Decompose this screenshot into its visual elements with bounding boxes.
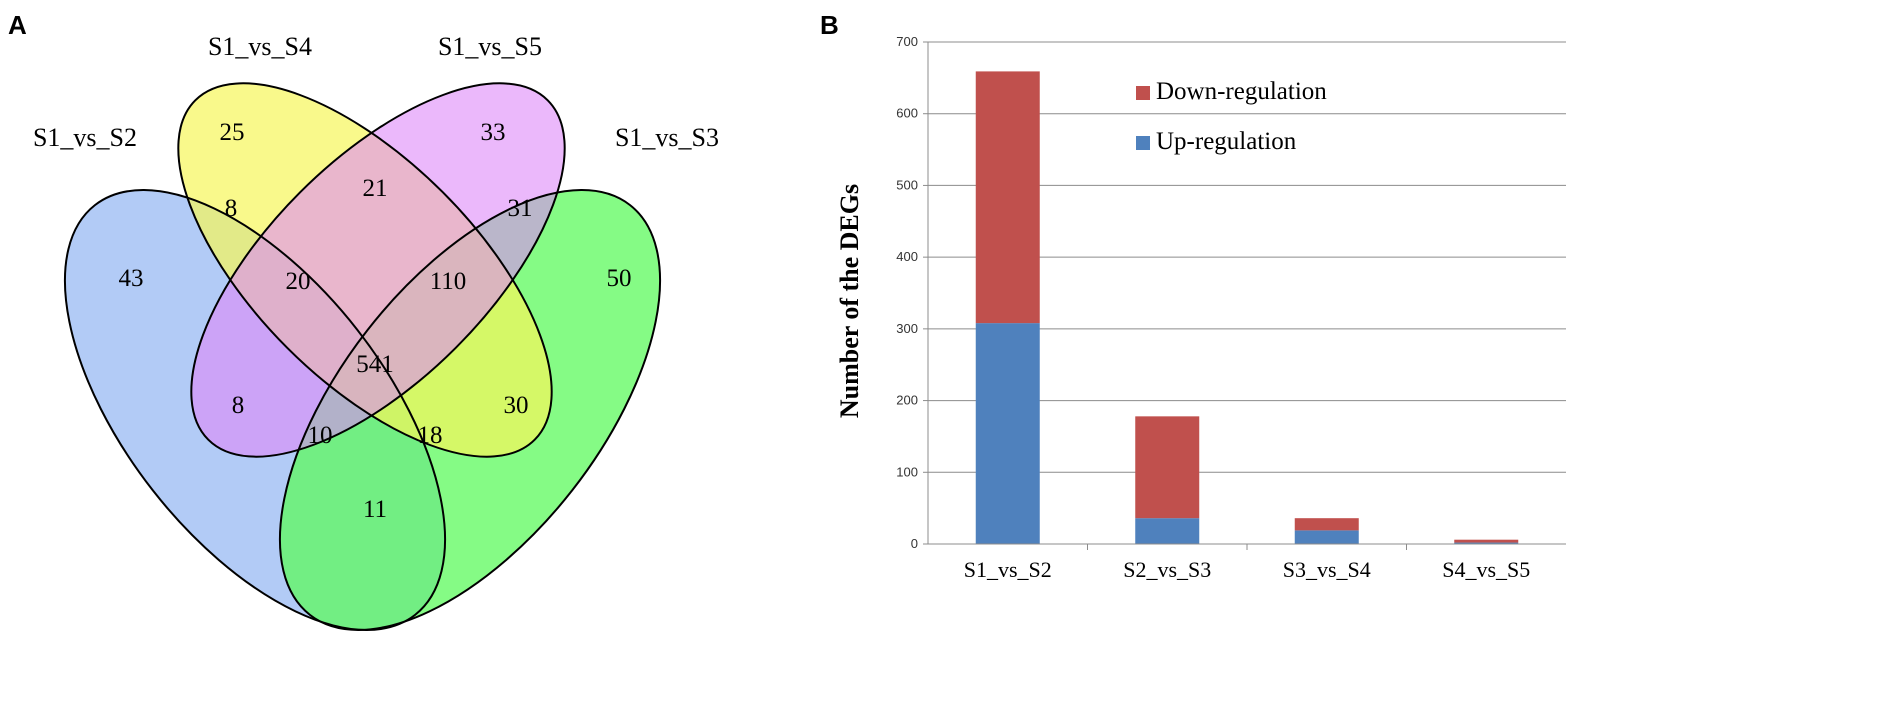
legend-label-down-regulation: Down-regulation — [1156, 78, 1327, 105]
panel-a-letter: A — [8, 10, 27, 40]
x-tick-label: S3_vs_S4 — [1283, 557, 1371, 582]
venn-count-only-s3: 50 — [607, 265, 632, 292]
venn-count-s4-s5-s3: 110 — [430, 268, 467, 295]
y-tick-label: 200 — [896, 393, 918, 408]
venn-count-s4-s5: 21 — [363, 175, 388, 202]
y-tick-label: 300 — [896, 321, 918, 336]
venn-set-s3-outline — [278, 189, 662, 631]
bars — [975, 71, 1519, 544]
venn-count-s2-s4-s5: 20 — [286, 268, 311, 295]
x-tick-label: S2_vs_S3 — [1123, 557, 1211, 582]
venn-count-s5-s3: 31 — [508, 195, 533, 222]
venn-label-s1-vs-s5: S1_vs_S5 — [438, 32, 542, 61]
venn-count-s2-s5: 8 — [232, 392, 245, 419]
bar-down-regulation-s3-vs-s4 — [1294, 518, 1359, 531]
venn-label-s1-vs-s3: S1_vs_S3 — [615, 123, 719, 152]
venn-label-s1-vs-s4: S1_vs_S4 — [208, 32, 312, 61]
venn-count-s4-s3: 30 — [504, 392, 529, 419]
y-tick-label: 500 — [896, 177, 918, 192]
legend-label-up-regulation: Up-regulation — [1156, 128, 1297, 155]
venn-set-s4-outline — [177, 82, 553, 458]
y-axis-title: Number of the DEGs — [835, 184, 864, 418]
venn-set-s5-outline — [190, 82, 566, 458]
y-tick-label: 400 — [896, 249, 918, 264]
y-tick-label: 0 — [911, 536, 918, 551]
venn-set-s2-outline — [63, 189, 447, 631]
venn-count-only-s5: 33 — [481, 119, 506, 146]
venn-count-s2-s5-s3: 10 — [308, 422, 333, 449]
venn-label-s1-vs-s2: S1_vs_S2 — [33, 123, 137, 152]
x-tick-label: S4_vs_S5 — [1442, 557, 1530, 582]
venn-count-s2-s4: 8 — [225, 195, 238, 222]
bar-up-regulation-s2-vs-s3 — [1135, 518, 1200, 544]
legend-swatch-up-regulation — [1136, 136, 1150, 150]
legend: Down-regulation Up-regulation — [1136, 78, 1327, 155]
venn-diagram: S1_vs_S2 S1_vs_S4 S1_vs_S5 S1_vs_S3 43 2… — [33, 32, 719, 631]
venn-count-s2-s4-s3: 18 — [418, 422, 443, 449]
bar-up-regulation-s4-vs-s5 — [1454, 542, 1519, 544]
bar-down-regulation-s1-vs-s2 — [975, 71, 1040, 324]
bar-down-regulation-s4-vs-s5 — [1454, 539, 1519, 543]
venn-count-s2-s3: 11 — [363, 496, 387, 523]
legend-swatch-down-regulation — [1136, 86, 1150, 100]
bar-up-regulation-s1-vs-s2 — [975, 323, 1040, 544]
venn-set-s5-fill — [191, 83, 565, 457]
bar-down-regulation-s2-vs-s3 — [1135, 416, 1200, 519]
y-tick-label: 700 — [896, 34, 918, 49]
panel-b-letter: B — [820, 10, 839, 40]
y-tick-label: 600 — [896, 106, 918, 121]
bar-up-regulation-s3-vs-s4 — [1294, 530, 1359, 544]
y-tick-label: 100 — [896, 464, 918, 479]
venn-count-only-s4: 25 — [220, 119, 245, 146]
venn-count-all: 541 — [356, 351, 394, 378]
x-tick-labels: S1_vs_S2 S2_vs_S3 S3_vs_S4 S4_vs_S5 — [964, 557, 1531, 582]
x-tick-label: S1_vs_S2 — [964, 557, 1052, 582]
venn-count-only-s2: 43 — [119, 265, 144, 292]
y-tick-labels: 0 100 200 300 400 500 600 700 — [896, 34, 918, 551]
